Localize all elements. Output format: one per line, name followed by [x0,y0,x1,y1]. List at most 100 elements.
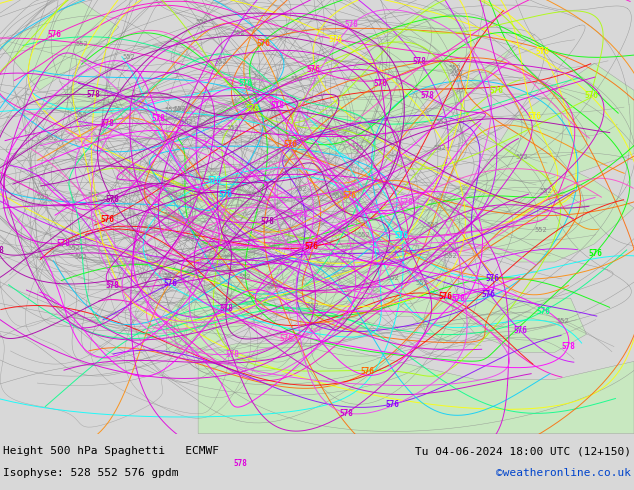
Text: 552: 552 [233,29,245,36]
Text: 552: 552 [165,192,178,197]
Text: 578: 578 [294,210,308,219]
Text: 552: 552 [416,280,429,286]
Text: 576: 576 [481,290,495,299]
Text: 576: 576 [219,190,233,199]
Text: 578: 578 [234,459,248,468]
Text: 576: 576 [280,334,294,343]
Text: 578: 578 [339,409,353,417]
Text: 552: 552 [268,245,280,251]
Text: 552: 552 [332,193,345,199]
Text: 578: 578 [87,90,100,99]
Polygon shape [396,45,515,136]
Text: Tu 04-06-2024 18:00 UTC (12+150): Tu 04-06-2024 18:00 UTC (12+150) [415,446,631,456]
Text: 576: 576 [588,248,602,258]
Text: 576: 576 [360,368,374,376]
Text: 552: 552 [448,65,461,72]
Text: 552: 552 [358,232,370,238]
Text: 578: 578 [561,342,575,351]
Polygon shape [198,190,380,289]
Text: 578: 578 [451,294,465,303]
Text: 552: 552 [181,119,193,125]
Text: 576: 576 [385,400,399,409]
Text: 576: 576 [101,215,115,223]
Polygon shape [0,0,119,90]
Text: 552: 552 [534,226,547,233]
Text: 576: 576 [490,86,504,95]
Text: Height 500 hPa Spaghetti   ECMWF: Height 500 hPa Spaghetti ECMWF [3,446,219,456]
Text: 552: 552 [0,176,3,182]
Text: 578: 578 [152,114,165,123]
Text: 576: 576 [536,307,550,316]
Text: 552: 552 [445,252,458,259]
Text: 552: 552 [164,212,176,218]
Text: 552: 552 [215,59,228,65]
Text: 552: 552 [516,154,529,160]
Text: 576: 576 [514,326,527,335]
Text: 552: 552 [434,146,446,151]
Text: 552: 552 [306,303,319,310]
Text: 552: 552 [36,195,49,200]
Text: 576: 576 [47,30,61,40]
Text: 576: 576 [485,274,499,283]
Polygon shape [198,343,634,434]
Text: 578: 578 [420,91,434,100]
Polygon shape [349,153,634,262]
Text: 552: 552 [240,103,253,109]
Text: ©weatheronline.co.uk: ©weatheronline.co.uk [496,467,631,478]
Text: 576: 576 [164,279,178,289]
Text: 552: 552 [164,272,176,278]
Text: 552: 552 [226,125,239,131]
Text: 552: 552 [122,54,135,60]
Text: 576: 576 [342,191,356,200]
Text: 552: 552 [557,318,569,323]
Text: 552: 552 [238,274,251,280]
Text: 578: 578 [413,57,427,66]
Polygon shape [158,181,190,217]
Text: 578: 578 [56,240,70,248]
Text: 552: 552 [75,42,88,48]
Text: 552: 552 [183,236,195,242]
Text: 576: 576 [245,104,259,113]
Text: 578: 578 [100,120,114,128]
Text: 552: 552 [290,76,303,82]
Text: 576: 576 [256,39,270,48]
Text: 552: 552 [75,112,87,118]
Text: 576: 576 [438,293,452,301]
Text: 578: 578 [0,246,4,255]
Polygon shape [166,280,269,352]
Text: 576: 576 [585,91,598,99]
Text: 578: 578 [271,101,285,110]
Text: 552: 552 [387,275,399,281]
Polygon shape [293,262,380,343]
Text: 576: 576 [535,48,549,56]
Text: 552: 552 [451,71,463,76]
Polygon shape [444,289,586,352]
Text: 576: 576 [208,176,222,185]
Text: 576: 576 [283,140,297,149]
Text: 578: 578 [105,195,119,203]
Text: 552: 552 [436,119,448,125]
Text: 576: 576 [307,65,321,74]
Text: 552: 552 [195,20,208,25]
Polygon shape [39,81,134,118]
Text: 552: 552 [68,245,81,251]
Text: 576: 576 [238,79,252,88]
Text: 578: 578 [261,217,274,226]
Text: 552: 552 [427,221,439,228]
Text: 578: 578 [226,350,239,359]
Polygon shape [341,244,476,343]
Polygon shape [476,63,634,181]
Text: 552: 552 [164,107,177,113]
Text: 576: 576 [328,35,342,44]
Text: 576: 576 [394,231,408,240]
Polygon shape [278,0,476,163]
Text: 552: 552 [295,186,307,192]
Text: 552: 552 [539,188,552,194]
Text: 552: 552 [351,145,364,151]
Text: 552: 552 [248,192,261,197]
Text: 552: 552 [46,135,58,141]
Text: 576: 576 [304,243,318,251]
Text: 552: 552 [244,84,257,90]
Text: 578: 578 [219,304,233,313]
Text: 552: 552 [75,254,87,260]
